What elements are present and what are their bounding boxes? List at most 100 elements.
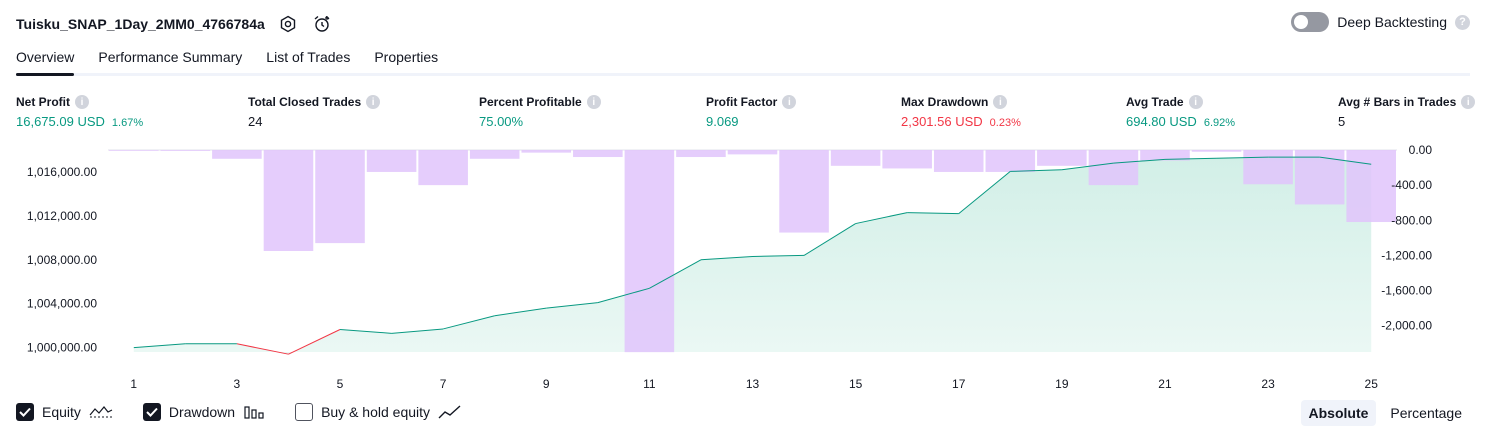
drawdown-toggle[interactable]: Drawdown xyxy=(142,403,265,421)
buy-hold-toggle[interactable]: Buy & hold equity xyxy=(295,403,462,421)
metric-avg-trade: Avg Trade i 694.80 USD 6.92% xyxy=(1126,94,1235,129)
drawdown-bar xyxy=(418,150,468,186)
equity-line-segment xyxy=(597,287,650,304)
info-icon[interactable]: i xyxy=(366,95,381,109)
drawdown-bar xyxy=(1243,150,1293,185)
equity-drawdown-chart[interactable]: 1,000,000.00 1,004,000.00 1,008,000.00 1,01… xyxy=(0,140,1486,395)
x-axis-tick: 9 xyxy=(543,377,550,391)
metric-max-drawdown: Max Drawdown i 2,301.56 USD 0.23% xyxy=(901,94,1021,129)
info-icon[interactable]: i xyxy=(1188,95,1203,109)
tab-bar: Overview Performance Summary List of Tra… xyxy=(16,46,438,76)
drawdown-bar xyxy=(1294,150,1345,205)
deep-backtesting-toggle[interactable] xyxy=(1291,12,1330,32)
drawdown-bar xyxy=(160,150,211,151)
metric-label: Percent Profitable i xyxy=(479,94,601,110)
equity-toggle[interactable]: Equity xyxy=(16,403,113,421)
drawdown-bar xyxy=(573,150,623,158)
metric-label: Avg # Bars in Trades i xyxy=(1338,94,1476,110)
x-axis-tick: 25 xyxy=(1365,377,1379,391)
drawdown-bar xyxy=(1140,150,1190,161)
metric-value: 75.00% xyxy=(479,114,601,129)
equity-line-segment xyxy=(803,223,856,256)
right-axis-tick: -2,000.00 xyxy=(1381,319,1432,333)
right-axis-tick: -800.00 xyxy=(1391,213,1432,227)
equity-line-segment xyxy=(958,171,1011,215)
drawdown-bars-icon xyxy=(244,406,264,419)
x-axis-tick: 21 xyxy=(1158,377,1172,391)
equity-checkbox[interactable] xyxy=(16,403,34,421)
equity-line-segment xyxy=(1113,158,1166,164)
add-alert-icon[interactable] xyxy=(311,13,333,35)
equity-line-segment xyxy=(494,307,547,317)
left-axis-tick: 1,008,000.00 xyxy=(27,253,97,267)
metric-value-text: 5 xyxy=(1338,114,1346,129)
info-icon[interactable]: i xyxy=(782,95,797,109)
equity-line-segment xyxy=(1061,162,1114,171)
percentage-button[interactable]: Percentage xyxy=(1390,405,1462,421)
equity-line-segment xyxy=(236,343,289,355)
metric-label-text: Percent Profitable xyxy=(479,95,582,109)
drawdown-label: Drawdown xyxy=(168,404,236,420)
equity-line-segment xyxy=(907,212,959,215)
strategy-title: Tuisku_SNAP_1Day_2MM0_4766784a xyxy=(16,16,265,32)
right-axis-tick: -1,200.00 xyxy=(1381,248,1432,262)
tab-overview[interactable]: Overview xyxy=(16,46,75,76)
absolute-button[interactable]: Absolute xyxy=(1300,400,1377,426)
x-axis-tick: 23 xyxy=(1261,377,1275,391)
drawdown-bar xyxy=(779,150,829,233)
drawdown-bar xyxy=(1037,150,1087,166)
deep-backtesting-label: Deep Backtesting xyxy=(1337,14,1447,30)
drawdown-bar xyxy=(212,150,262,159)
equity-line-segment xyxy=(133,343,186,349)
drawdown-checkbox[interactable] xyxy=(142,403,161,421)
toggle-knob xyxy=(1294,15,1309,29)
equity-line-segment xyxy=(1164,157,1217,160)
metric-value-text: 16,675.09 USD xyxy=(16,114,105,129)
tab-performance-summary[interactable]: Performance Summary xyxy=(98,49,243,65)
metric-pct: 6.92% xyxy=(1203,117,1236,129)
drawdown-bar xyxy=(521,150,572,153)
metric-percent-profitable: Percent Profitable i 75.00% xyxy=(479,94,601,129)
drawdown-bar xyxy=(933,150,984,172)
equity-line-segment xyxy=(288,329,341,355)
info-icon[interactable]: i xyxy=(1461,95,1476,109)
metric-label-text: Profit Factor xyxy=(706,95,778,109)
metric-label-text: Max Drawdown xyxy=(901,95,989,109)
equity-line-segment xyxy=(1319,156,1372,165)
left-axis-tick: 1,012,000.00 xyxy=(27,209,97,223)
metric-label-text: Avg # Bars in Trades xyxy=(1338,95,1457,109)
equity-label: Equity xyxy=(42,404,81,420)
drawdown-bar xyxy=(1346,150,1396,223)
metric-value: 24 xyxy=(248,114,380,129)
drawdown-bar xyxy=(727,150,778,155)
help-icon[interactable]: ? xyxy=(1455,14,1470,30)
drawdown-bar xyxy=(366,150,417,172)
drawdown-bar xyxy=(1191,150,1242,152)
metric-value: 2,301.56 USD 0.23% xyxy=(901,114,1021,129)
metric-net-profit: Net Profit i 16,675.09 USD 1.67% xyxy=(16,94,143,129)
tab-list-of-trades[interactable]: List of Trades xyxy=(266,49,351,65)
left-axis-tick: 1,004,000.00 xyxy=(27,297,97,311)
x-axis-tick: 5 xyxy=(337,377,344,391)
strategy-header: Tuisku_SNAP_1Day_2MM0_4766784a xyxy=(16,10,333,38)
metric-value-text: 75.00% xyxy=(479,114,524,129)
x-axis-tick: 17 xyxy=(952,377,966,391)
metric-value-text: 694.80 USD xyxy=(1126,114,1197,129)
drawdown-bar xyxy=(469,150,520,159)
settings-icon[interactable] xyxy=(277,13,299,35)
x-axis-tick: 1 xyxy=(130,377,137,391)
equity-line-segment xyxy=(1010,169,1062,172)
metric-pct: 1.67% xyxy=(111,117,144,129)
display-mode-switch: Absolute Percentage xyxy=(1300,400,1471,426)
info-icon[interactable]: i xyxy=(586,95,601,109)
buy-hold-checkbox[interactable] xyxy=(295,403,314,421)
metric-label: Avg Trade i xyxy=(1126,94,1235,110)
drawdown-bar xyxy=(985,150,1036,172)
metric-value-text: 9.069 xyxy=(706,114,739,129)
info-icon[interactable]: i xyxy=(993,95,1008,109)
info-icon[interactable]: i xyxy=(75,95,89,109)
tab-properties[interactable]: Properties xyxy=(374,49,439,65)
x-axis-tick: 7 xyxy=(440,377,447,391)
right-axis-tick: -1,600.00 xyxy=(1381,284,1432,298)
metric-value-text: 2,301.56 USD xyxy=(901,114,983,129)
